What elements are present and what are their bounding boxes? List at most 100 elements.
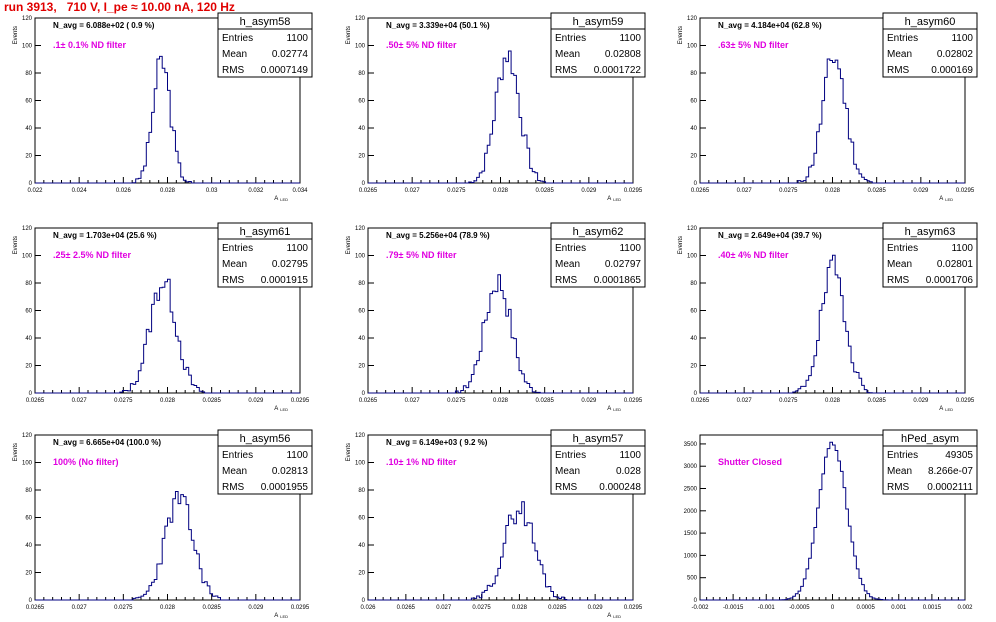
stats-label: Entries	[555, 33, 586, 44]
y-tick-label: 60	[690, 309, 697, 315]
stats-label: RMS	[887, 65, 910, 76]
stats-value: 1100	[286, 243, 308, 254]
n-avg-label: N_avg = 3.339e+04 (50.1 %)	[386, 21, 490, 30]
stats-value: 0.0001722	[594, 65, 642, 76]
y-axis-label: Events	[346, 236, 352, 254]
x-tick-label: 0.027	[72, 398, 88, 404]
y-tick-label: 80	[358, 281, 365, 287]
y-tick-label: 120	[355, 433, 366, 439]
stats-label: Mean	[222, 466, 247, 477]
n-avg-label: N_avg = 4.184e+04 (62.8 %)	[718, 21, 822, 30]
n-avg-label: N_avg = 6.088e+02 ( 0.9 %)	[53, 21, 155, 30]
y-tick-label: 20	[358, 154, 365, 160]
y-tick-label: 120	[22, 433, 33, 439]
stats-value: 0.0001706	[926, 275, 974, 286]
histogram-line	[700, 58, 965, 184]
histogram-panel-h_asym61: 0.0265 0.027 0.0275 0.028 0.0285 0.029 0.0295 0…	[13, 222, 313, 412]
x-tick-label: 0.002	[957, 605, 973, 611]
y-tick-label: 2000	[684, 509, 698, 515]
filter-label: .40± 4% ND filter	[718, 250, 789, 260]
x-tick-label: 0.0285	[535, 398, 554, 404]
stats-label: RMS	[555, 482, 578, 493]
stats-label: Entries	[887, 450, 918, 461]
y-tick-label: 120	[687, 226, 698, 232]
x-tick-label: 0.001	[891, 605, 907, 611]
y-axis-label: Events	[13, 26, 19, 44]
filter-label: .25± 2.5% ND filter	[53, 250, 131, 260]
y-tick-label: 60	[25, 309, 32, 315]
x-axis-label: A LED	[274, 613, 288, 619]
stats-label: Entries	[222, 33, 253, 44]
x-tick-label: 0.029	[913, 188, 929, 194]
stats-label: RMS	[887, 482, 910, 493]
stats-value: 0.000169	[931, 65, 973, 76]
histogram-line	[368, 501, 633, 601]
stats-value: 1100	[951, 33, 973, 44]
stats-value: 0.0001865	[594, 275, 642, 286]
y-tick-label: 80	[358, 488, 365, 494]
x-tick-label: 0.029	[581, 398, 597, 404]
y-tick-label: 60	[358, 99, 365, 105]
x-tick-label: 0.0285	[867, 398, 886, 404]
x-tick-label: -0.001	[758, 605, 776, 611]
histogram-panel-h_asym57: 0.026 0.0265 0.027 0.0275 0.028 0.0285 0.029 0.…	[346, 429, 646, 619]
histogram-panel-h_asym56: 0.0265 0.027 0.0275 0.028 0.0285 0.029 0.0295 0…	[13, 429, 313, 619]
y-axis-label: Events	[13, 443, 19, 461]
y-tick-label: 100	[687, 44, 698, 50]
stats-label: Entries	[222, 450, 253, 461]
stats-value: 1100	[286, 33, 308, 44]
stats-box	[882, 12, 978, 78]
stats-box	[882, 222, 978, 288]
y-tick-label: 0	[694, 391, 698, 397]
y-tick-label: 120	[687, 16, 698, 22]
y-tick-label: 100	[22, 44, 33, 50]
stats-label: RMS	[555, 65, 578, 76]
x-tick-label: 0.0295	[624, 605, 643, 611]
y-tick-label: 0	[29, 181, 33, 187]
filter-label: Shutter Closed	[718, 457, 782, 467]
page-title: run 3913, 710 V, I_pe ≈ 10.00 nA, 120 Hz	[4, 0, 235, 14]
stats-box	[217, 12, 313, 78]
filter-label: .10± 1% ND filter	[386, 457, 457, 467]
filter-label: .79± 5% ND filter	[386, 250, 457, 260]
x-tick-label: 0.026	[116, 188, 132, 194]
x-tick-label: 0.0265	[26, 605, 45, 611]
x-tick-label: 0.0265	[691, 398, 710, 404]
y-tick-label: 100	[355, 461, 366, 467]
stats-label: Entries	[887, 243, 918, 254]
n-avg-label: N_avg = 6.665e+04 (100.0 %)	[53, 438, 161, 447]
stats-value: 49305	[945, 450, 973, 461]
stats-label: Entries	[887, 33, 918, 44]
x-axis-label: A LED	[939, 406, 953, 412]
y-tick-label: 0	[362, 391, 366, 397]
y-tick-label: 100	[22, 461, 33, 467]
stats-label: RMS	[222, 65, 245, 76]
x-tick-label: -0.0005	[789, 605, 810, 611]
stats-label: RMS	[222, 482, 245, 493]
stats-label: Mean	[887, 259, 912, 270]
stats-label: Mean	[555, 49, 580, 60]
stats-box	[217, 429, 313, 495]
x-tick-label: 0.029	[913, 398, 929, 404]
stats-value: 0.0001955	[261, 482, 309, 493]
stats-label: Mean	[555, 466, 580, 477]
x-tick-label: 0.0275	[114, 605, 133, 611]
x-tick-label: 0.024	[72, 188, 88, 194]
y-tick-label: 1500	[684, 531, 698, 537]
y-tick-label: 40	[25, 543, 32, 549]
y-tick-label: 3500	[684, 442, 698, 448]
histogram-name: h_asym63	[905, 226, 956, 238]
y-axis-label: Events	[346, 443, 352, 461]
x-tick-label: 0.028	[160, 188, 176, 194]
x-tick-label: 0.029	[581, 188, 597, 194]
x-tick-label: 0.0295	[956, 398, 975, 404]
x-tick-label: 0.028	[493, 188, 509, 194]
histogram-name: hPed_asym	[901, 433, 959, 445]
stats-value: 0.02774	[272, 49, 309, 60]
x-tick-label: 0.028	[160, 398, 176, 404]
stats-box	[882, 429, 978, 495]
y-tick-label: 40	[358, 543, 365, 549]
histogram-line	[368, 50, 633, 184]
x-tick-label: 0.034	[292, 188, 308, 194]
